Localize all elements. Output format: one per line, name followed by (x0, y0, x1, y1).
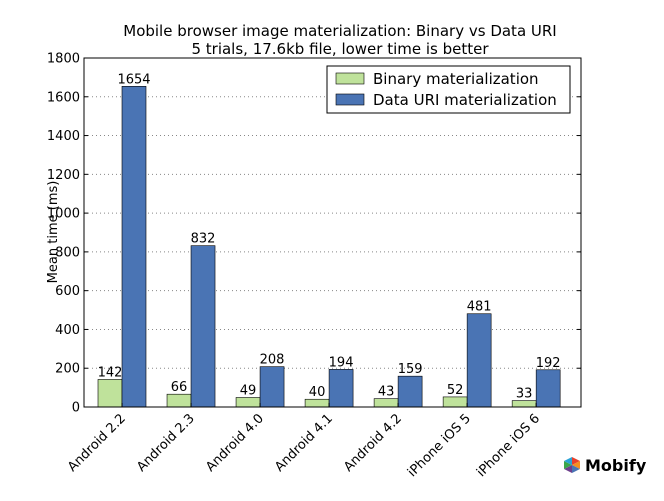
bar (97, 379, 123, 408)
bar-value-label: 192 (536, 356, 561, 371)
bar-value-label: 33 (516, 387, 533, 402)
bar (535, 369, 561, 408)
x-tick-label: iPhone iOS 6 (474, 411, 543, 480)
bar-value-label: 40 (309, 385, 326, 400)
bar-value-label: 142 (98, 365, 123, 380)
bar-value-label: 832 (191, 232, 216, 247)
mobify-logo-text: Mobify (585, 456, 647, 475)
y-tick-label: 800 (55, 245, 80, 260)
x-tick-label: Android 2.3 (134, 411, 198, 475)
legend-box (326, 65, 571, 114)
y-tick-label: 0 (72, 401, 80, 416)
x-tick-label: Android 4.1 (272, 411, 336, 475)
bar (121, 86, 147, 408)
legend-label: Data URI materialization (373, 91, 557, 109)
y-tick-label: 600 (55, 284, 80, 299)
y-tick-label: 200 (55, 362, 80, 377)
grid-lines (84, 96, 581, 369)
chart-title: Mobile browser image materialization: Bi… (123, 22, 556, 40)
plot-frame (83, 57, 582, 408)
x-tick-label: Android 4.0 (203, 411, 267, 475)
mobify-logo: Mobify (564, 456, 647, 475)
bar-value-label: 1654 (117, 72, 150, 87)
mobify-logo-icon (564, 457, 580, 473)
y-tick-label: 1400 (47, 129, 80, 144)
y-tick-label: 1600 (47, 90, 80, 105)
legend-swatch (335, 93, 365, 106)
bar-value-label: 159 (398, 362, 423, 377)
bar (190, 245, 216, 408)
y-tick-label: 400 (55, 323, 80, 338)
bar-value-label: 52 (447, 383, 464, 398)
bar (304, 398, 330, 408)
bar (373, 398, 399, 408)
chart-subtitle: 5 trials, 17.6kb file, lower time is bet… (191, 40, 489, 58)
legend-swatch (335, 72, 365, 85)
y-tick-label: 1800 (47, 52, 80, 67)
bar (166, 393, 192, 408)
bar-value-label: 208 (260, 353, 285, 368)
bar-value-label: 481 (467, 300, 492, 315)
bar (328, 369, 354, 408)
y-axis-label: Mean time (ms) (46, 181, 61, 284)
bar (466, 313, 492, 408)
x-tick-label: Android 2.2 (65, 411, 129, 475)
y-tick-label: 1000 (47, 207, 80, 222)
bar-value-label: 194 (329, 355, 354, 370)
bar (442, 396, 468, 408)
bar (235, 397, 261, 408)
legend-label: Binary materialization (373, 70, 539, 88)
bar-value-label: 43 (378, 385, 395, 400)
x-tick-label: Android 4.2 (341, 411, 405, 475)
legend: Binary materialization Data URI materiali… (326, 65, 571, 114)
x-tick-label: iPhone iOS 5 (405, 411, 474, 480)
bar (397, 375, 423, 408)
bar-value-label: 49 (240, 383, 257, 398)
bar-value-label: 66 (171, 380, 188, 395)
y-tick-label: 1200 (47, 168, 80, 183)
bar (259, 366, 285, 408)
